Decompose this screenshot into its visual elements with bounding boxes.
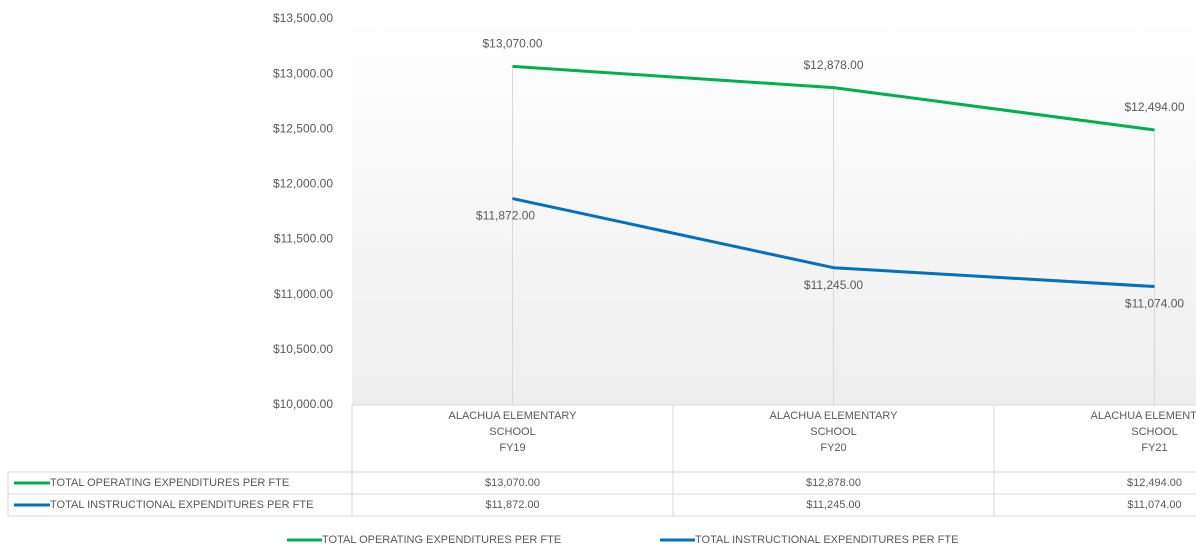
y-tick-label: $13,500.00: [273, 11, 333, 25]
category-label: FY20: [820, 442, 847, 454]
table-cell: $12,494.00: [1127, 477, 1182, 489]
category-header: ALACHUA ELEMENTARY SCHOOL FY21: [1055, 408, 1196, 456]
data-label: $12,878.00: [803, 58, 863, 72]
category-header: ALACHUA ELEMENTARY SCHOOL FY19: [413, 408, 613, 456]
table-cell: $11,074.00: [1127, 499, 1181, 511]
y-tick-label: $11,500.00: [274, 232, 333, 246]
table-cell: $12,878.00: [806, 477, 861, 489]
series-line: [512, 197, 1155, 289]
table-row-label: TOTAL INSTRUCTIONAL EXPENDITURES PER FTE: [50, 499, 313, 511]
legend-label: TOTAL OPERATING EXPENDITURES PER FTE: [322, 534, 561, 546]
legend-label: TOTAL INSTRUCTIONAL EXPENDITURES PER FTE: [695, 534, 958, 546]
y-tick-label: $10,000.00: [273, 397, 333, 411]
y-tick-label: $12,000.00: [273, 177, 333, 191]
data-label: $11,872.00: [476, 209, 535, 223]
table-cell: $13,070.00: [485, 477, 540, 489]
category-label: FY19: [499, 442, 526, 454]
table-row-label: TOTAL OPERATING EXPENDITURES PER FTE: [50, 477, 289, 489]
data-label: $12,494.00: [1124, 100, 1184, 114]
table-cell: $11,245.00: [806, 499, 860, 511]
y-tick-label: $12,500.00: [273, 121, 333, 135]
category-label: FY21: [1141, 442, 1168, 454]
category-group-label: ALACHUA ELEMENTARY SCHOOL: [769, 410, 898, 438]
data-label: $13,070.00: [482, 37, 542, 51]
series-line: [512, 64, 1155, 132]
category-group-label: ALACHUA ELEMENTARY SCHOOL: [448, 410, 577, 438]
category-group-label: ALACHUA ELEMENTARY SCHOOL: [1090, 410, 1196, 438]
y-tick-label: $11,000.00: [274, 287, 333, 301]
data-label: $11,245.00: [804, 278, 863, 292]
category-header: ALACHUA ELEMENTARY SCHOOL FY20: [734, 408, 934, 456]
data-label: $11,074.00: [1125, 297, 1184, 311]
table-cell: $11,872.00: [485, 499, 539, 511]
y-tick-label: $13,000.00: [273, 66, 333, 80]
y-tick-label: $10,500.00: [273, 342, 333, 356]
